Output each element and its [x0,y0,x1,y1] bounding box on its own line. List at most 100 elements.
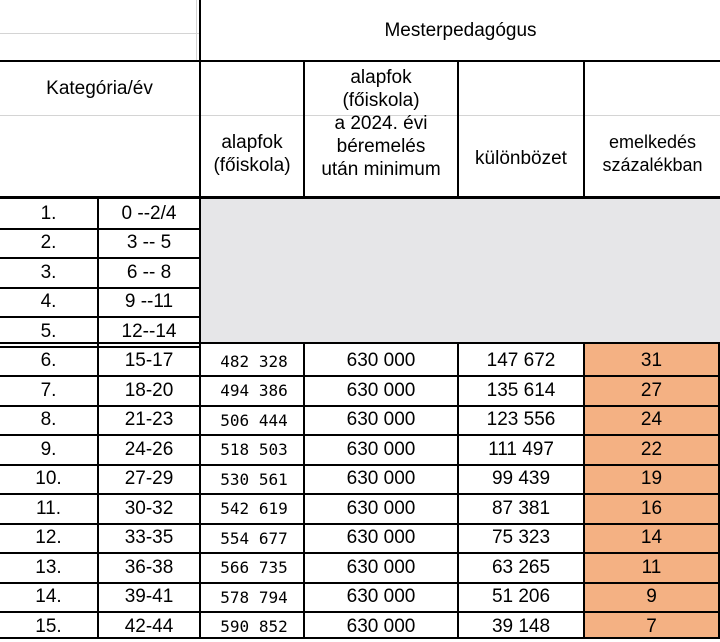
cell-diff-text: 39 148 [491,615,551,637]
cell-years-text: 30-32 [124,497,174,519]
gridline [0,115,200,116]
cell-pct-text: 7 [646,615,657,637]
cell-base: 542 619 [205,494,303,524]
cell-base-text: 578 794 [220,587,288,607]
cell-category-text: 13. [35,556,62,578]
cell-years-text: 6 -- 8 [126,261,172,283]
cell-min: 630 000 [305,435,457,465]
cell-years-text: 0 --2/4 [121,202,177,224]
cell-category-text: 9. [40,438,57,460]
cell-pct: 16 [585,494,718,524]
cell-min: 630 000 [305,347,457,377]
cell-pct-text: 19 [640,468,663,490]
cell-base-text: 530 561 [220,469,288,489]
col-header-new: alapfok (főiskola) a 2024. évi béremelés… [305,66,457,181]
cell-min: 630 000 [305,465,457,495]
cell-pct-text: 11 [641,556,662,578]
cell-years-text: 27-29 [124,468,174,490]
cell-base: 554 677 [205,524,303,554]
border [457,343,459,639]
border [97,199,99,639]
cell-category: 8. [0,406,97,436]
cell-category: 1. [0,199,97,229]
cell-diff: 63 265 [459,553,583,583]
col-header-new-line: a 2024. évi [334,113,428,134]
cell-diff-text: 99 439 [491,468,551,490]
cell-min-text: 630 000 [346,586,416,608]
cell-category: 10. [0,465,97,495]
cell-years: 36-38 [99,553,199,583]
cell-min: 630 000 [305,406,457,436]
cell-diff: 123 556 [459,406,583,436]
cell-category-text: 7. [40,379,57,401]
col-header-base: alapfok (főiskola) [201,131,303,177]
category-label-text: Kategória/év [46,77,153,99]
cell-years: 33-35 [99,524,199,554]
row-border [0,227,199,230]
cell-base-text: 482 328 [220,351,288,371]
col-header-new-line: után minimum [321,159,441,180]
cell-min-text: 630 000 [346,468,416,490]
highlight-column [585,343,720,639]
cell-diff: 39 148 [459,612,583,642]
cell-category: 2. [0,229,97,259]
cell-category: 6. [0,347,97,377]
cell-years: 15-17 [99,347,199,377]
gridline [196,0,197,60]
cell-category: 7. [0,376,97,406]
cell-category-text: 6. [40,350,57,372]
empty-gray-area [201,199,720,342]
cell-min: 630 000 [305,583,457,613]
cell-category: 11. [0,494,97,524]
group-title-text: Mesterpedagógus [384,19,537,41]
border [583,62,585,198]
cell-min-text: 630 000 [346,438,416,460]
row-border [0,581,720,584]
cell-min: 630 000 [305,612,457,642]
row-border [0,375,720,377]
cell-pct-text: 14 [640,527,663,549]
cell-category-text: 15. [35,615,62,637]
cell-years: 39-41 [99,583,199,613]
cell-category-text: 12. [35,527,62,549]
cell-diff: 135 614 [459,376,583,406]
border [199,0,201,639]
cell-category-text: 10. [35,468,62,490]
cell-years-text: 9 --11 [124,291,174,313]
cell-category: 13. [0,553,97,583]
cell-diff: 147 672 [459,347,583,377]
border [0,342,720,344]
cell-base: 578 794 [205,583,303,613]
cell-base-text: 506 444 [220,410,288,430]
gridline [201,115,720,116]
cell-base: 590 852 [205,612,303,642]
cell-category: 14. [0,583,97,613]
row-border [0,286,199,289]
cell-years: 0 --2/4 [99,199,199,229]
group-title: Mesterpedagógus [201,0,720,60]
row-border [0,345,199,348]
border [718,343,720,639]
cell-category-text: 1. [40,202,57,224]
cell-diff-text: 63 265 [491,556,551,578]
cell-category-text: 8. [40,409,57,431]
cell-diff: 75 323 [459,524,583,554]
col-header-pct-line: emelkedés [608,132,697,152]
cell-diff: 87 381 [459,494,583,524]
cell-pct: 31 [585,347,718,377]
cell-base: 482 328 [205,347,303,377]
cell-min: 630 000 [305,376,457,406]
cell-years: 6 -- 8 [99,258,199,288]
cell-years-text: 21-23 [124,409,174,431]
cell-pct: 9 [585,583,718,613]
border [583,343,585,639]
cell-base-text: 554 677 [220,528,288,548]
cell-category: 3. [0,258,97,288]
cell-diff-text: 111 497 [488,438,554,460]
cell-category-text: 3. [40,261,57,283]
col-header-pct-line: százalékban [602,155,703,175]
gridline [0,33,200,34]
border [457,62,459,198]
cell-category-text: 14. [35,586,62,608]
cell-years-text: 39-41 [124,586,174,608]
